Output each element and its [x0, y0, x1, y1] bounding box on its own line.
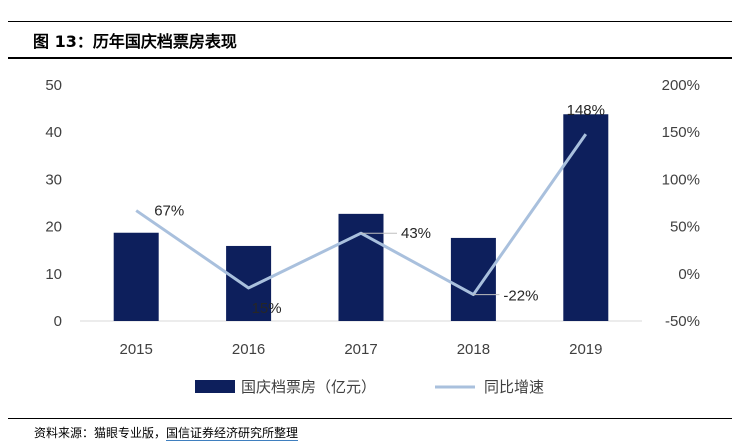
- line-series: 67% 15% 43% -22% 148%: [135, 102, 605, 317]
- bar-series: [113, 114, 609, 321]
- top-rule: [8, 21, 732, 22]
- x-tick-label: 2019: [569, 341, 602, 358]
- x-axis-ticks: 2015 2016 2017 2018 2019: [120, 341, 603, 358]
- data-label: -22%: [503, 288, 538, 305]
- legend-bar-label: 国庆档票房（亿元）: [241, 378, 376, 396]
- y-right-tick-label: 50%: [670, 219, 700, 236]
- data-label: 67%: [154, 203, 184, 220]
- y-tick-label: 30: [45, 171, 62, 188]
- y-right-tick-label: -50%: [665, 313, 700, 330]
- x-tick-label: 2018: [457, 341, 490, 358]
- data-label: 15%: [252, 300, 282, 317]
- data-label: 148%: [567, 102, 605, 119]
- y-right-tick-label: 0%: [678, 266, 700, 283]
- legend-bar-swatch: [195, 380, 235, 393]
- title-rule: [8, 57, 732, 59]
- source-prefix: 资料来源：猫眼专业版，: [34, 426, 167, 440]
- y-tick-label: 50: [45, 77, 62, 94]
- y-tick-label: 0: [54, 313, 62, 330]
- source-link[interactable]: 国信证券经济研究所整理: [166, 426, 299, 441]
- bar: [563, 114, 609, 321]
- x-tick-label: 2015: [120, 341, 153, 358]
- y-right-tick-label: 100%: [662, 171, 700, 188]
- figure-title: 图 13：历年国庆档票房表现: [33, 32, 237, 51]
- bar: [450, 237, 496, 321]
- y-tick-label: 10: [45, 266, 62, 283]
- bar: [226, 245, 272, 321]
- source-note: 资料来源：猫眼专业版，国信证券经济研究所整理: [34, 424, 299, 441]
- bottom-rule: [8, 418, 732, 419]
- y-right-tick-label: 150%: [662, 124, 700, 141]
- y-tick-label: 20: [45, 219, 62, 236]
- y-right-tick-label: 200%: [662, 77, 700, 94]
- bar: [338, 213, 384, 321]
- left-axis-ticks: 0 10 20 30 40 50: [45, 77, 62, 330]
- y-tick-label: 40: [45, 124, 62, 141]
- bar: [113, 232, 159, 321]
- legend-line-label: 同比增速: [484, 378, 544, 396]
- x-tick-label: 2016: [232, 341, 265, 358]
- x-tick-label: 2017: [344, 341, 377, 358]
- data-label: 43%: [401, 225, 431, 242]
- legend: 国庆档票房（亿元） 同比增速: [195, 378, 544, 396]
- right-axis-ticks: -50% 0% 50% 100% 150% 200%: [662, 77, 700, 330]
